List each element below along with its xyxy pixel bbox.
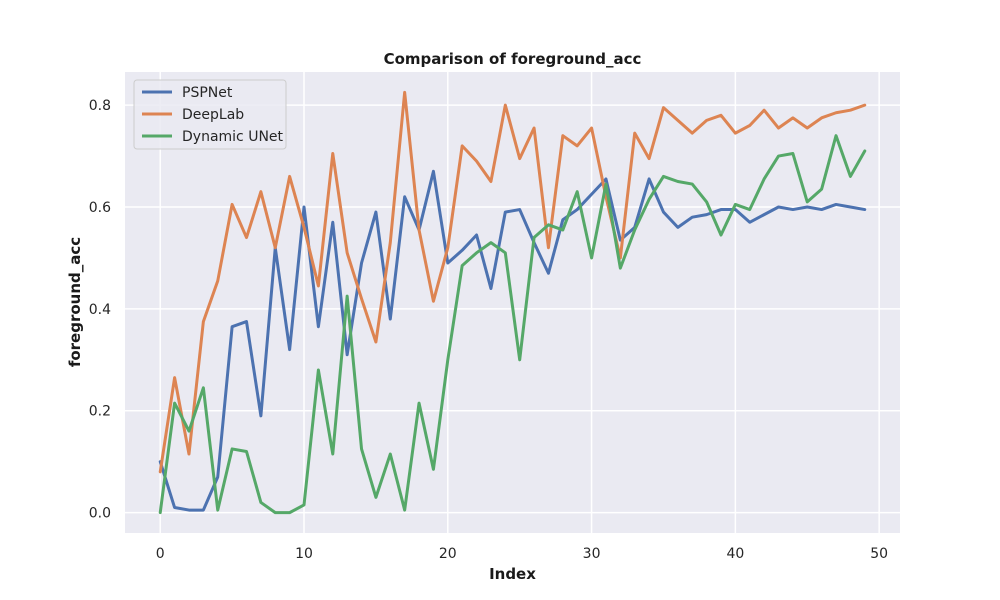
x-tick-label: 10: [295, 546, 313, 562]
series-line-dynamic-unet: [158, 134, 867, 515]
legend-label-dynamic-unet: Dynamic UNet: [182, 129, 284, 145]
grid-lines: [125, 72, 900, 533]
x-tick-label: 30: [583, 546, 601, 562]
y-axis-ticks: 0.0 0.2 0.4 0.6 0.8: [89, 98, 111, 522]
y-axis-label: foreground_acc: [66, 237, 84, 367]
x-axis-label: Index: [489, 565, 536, 583]
y-tick-label: 0.2: [89, 404, 111, 420]
y-tick-label: 0.0: [89, 506, 111, 522]
x-tick-label: 0: [156, 546, 165, 562]
x-tick-label: 50: [870, 546, 888, 562]
x-tick-label: 20: [439, 546, 457, 562]
y-tick-label: 0.6: [89, 200, 111, 216]
legend: PSPNet DeepLab Dynamic UNet: [133, 79, 287, 150]
series-line-pspnet: [158, 169, 867, 512]
y-tick-label: 0.4: [89, 302, 111, 318]
series-lines: [158, 90, 867, 515]
series-line-deeplab: [158, 90, 867, 474]
y-tick-label: 0.8: [89, 98, 111, 114]
legend-label-pspnet: PSPNet: [182, 85, 233, 101]
legend-box: [133, 79, 287, 150]
x-axis-ticks: 0 10 20 30 40 50: [156, 546, 888, 562]
x-tick-label: 40: [726, 546, 744, 562]
legend-label-deeplab: DeepLab: [182, 107, 244, 123]
chart-title: Comparison of foreground_acc: [384, 50, 642, 68]
